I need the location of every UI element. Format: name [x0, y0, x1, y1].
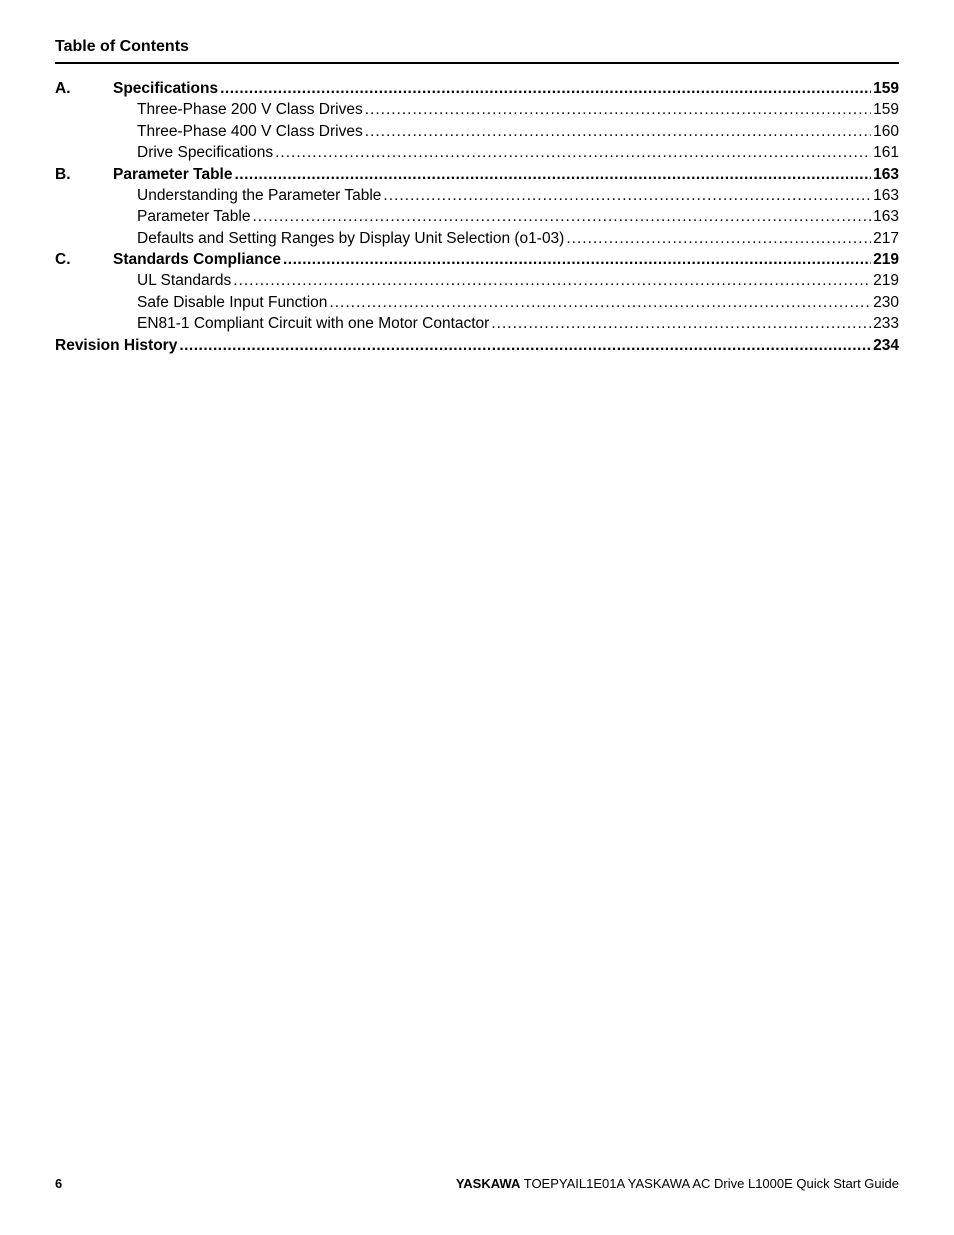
leader-dots — [234, 164, 871, 185]
table-of-contents: A. Specifications 159 Three-Phase 200 V … — [55, 78, 899, 356]
item-page: 219 — [873, 270, 899, 291]
leader-dots — [283, 249, 871, 270]
section-title: Standards Compliance — [113, 249, 281, 270]
leader-dots — [252, 206, 871, 227]
item-page: 230 — [873, 292, 899, 313]
header-title: Table of Contents — [55, 38, 189, 55]
footer-right: YASKAWA TOEPYAIL1E01A YASKAWA AC Drive L… — [456, 1176, 899, 1191]
leader-dots — [329, 292, 871, 313]
section-letter: C. — [55, 249, 113, 270]
item-page: 233 — [873, 313, 899, 334]
leader-dots — [233, 270, 871, 291]
item-label: Understanding the Parameter Table — [137, 185, 381, 206]
toc-item-row: Three-Phase 200 V Class Drives 159 — [55, 99, 899, 120]
item-page: 159 — [873, 99, 899, 120]
item-page: 163 — [873, 185, 899, 206]
item-page: 217 — [873, 228, 899, 249]
toc-item-row: Three-Phase 400 V Class Drives 160 — [55, 121, 899, 142]
leader-dots — [365, 121, 871, 142]
section-title: Parameter Table — [113, 164, 232, 185]
item-label: Drive Specifications — [137, 142, 273, 163]
footer-page-number: 6 — [55, 1176, 62, 1191]
item-label: UL Standards — [137, 270, 231, 291]
section-page: 159 — [873, 78, 899, 99]
leader-dots — [220, 78, 871, 99]
item-page: 161 — [873, 142, 899, 163]
item-label: Parameter Table — [137, 206, 250, 227]
item-label: Three-Phase 400 V Class Drives — [137, 121, 363, 142]
page-header: Table of Contents — [55, 38, 899, 64]
leader-dots — [275, 142, 871, 163]
toc-item-row: UL Standards 219 — [55, 270, 899, 291]
leader-dots — [365, 99, 871, 120]
toc-item-row: Drive Specifications 161 — [55, 142, 899, 163]
section-letter: B. — [55, 164, 113, 185]
toc-section-row: B. Parameter Table 163 — [55, 164, 899, 185]
toc-section-row: C. Standards Compliance 219 — [55, 249, 899, 270]
item-page: 160 — [873, 121, 899, 142]
leader-dots — [491, 313, 871, 334]
toc-tail-row: Revision History 234 — [55, 335, 899, 356]
section-title: Specifications — [113, 78, 218, 99]
footer-brand: YASKAWA — [456, 1176, 521, 1191]
leader-dots — [383, 185, 871, 206]
section-letter: A. — [55, 78, 113, 99]
toc-item-row: Parameter Table 163 — [55, 206, 899, 227]
section-page: 163 — [873, 164, 899, 185]
leader-dots — [179, 335, 871, 356]
toc-item-row: Safe Disable Input Function 230 — [55, 292, 899, 313]
tail-page: 234 — [873, 335, 899, 356]
section-page: 219 — [873, 249, 899, 270]
item-label: Safe Disable Input Function — [137, 292, 327, 313]
toc-item-row: Defaults and Setting Ranges by Display U… — [55, 228, 899, 249]
item-page: 163 — [873, 206, 899, 227]
item-label: EN81-1 Compliant Circuit with one Motor … — [137, 313, 489, 334]
toc-section-row: A. Specifications 159 — [55, 78, 899, 99]
toc-item-row: EN81-1 Compliant Circuit with one Motor … — [55, 313, 899, 334]
item-label: Defaults and Setting Ranges by Display U… — [137, 228, 564, 249]
item-label: Three-Phase 200 V Class Drives — [137, 99, 363, 120]
page-footer: 6 YASKAWA TOEPYAIL1E01A YASKAWA AC Drive… — [55, 1176, 899, 1191]
leader-dots — [566, 228, 871, 249]
tail-title: Revision History — [55, 335, 177, 356]
toc-item-row: Understanding the Parameter Table 163 — [55, 185, 899, 206]
footer-text: TOEPYAIL1E01A YASKAWA AC Drive L1000E Qu… — [520, 1176, 899, 1191]
